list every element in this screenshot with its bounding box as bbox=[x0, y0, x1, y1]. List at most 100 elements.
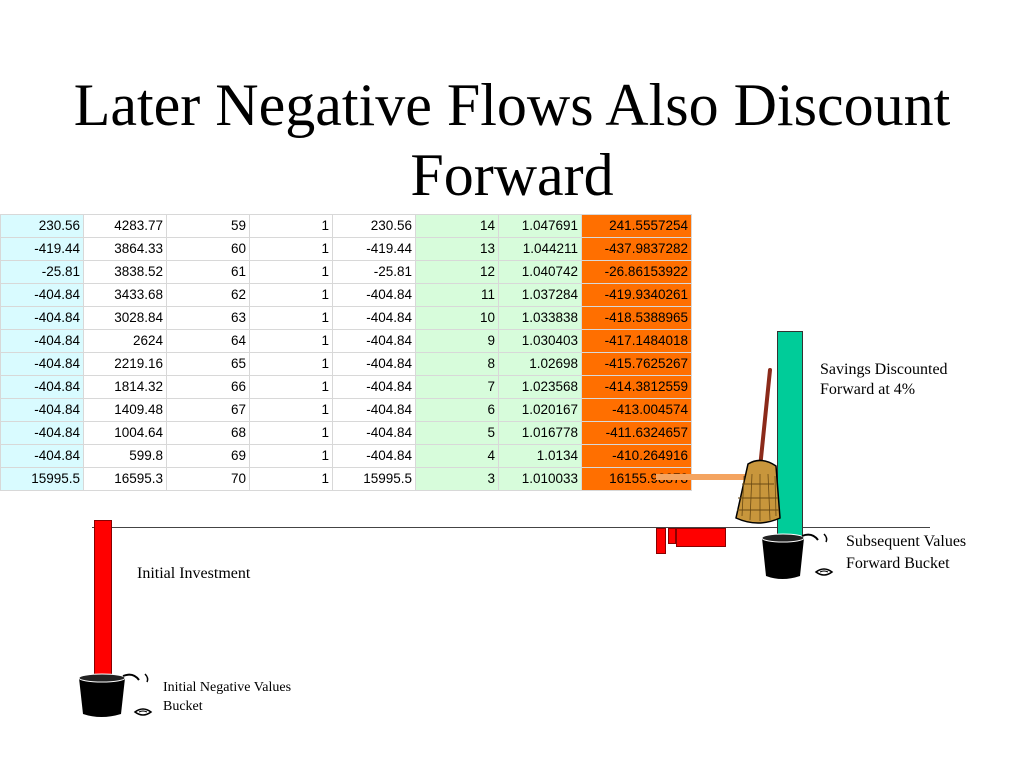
table-cell: 1 bbox=[249, 260, 333, 284]
table-cell: 1 bbox=[249, 283, 333, 307]
table-cell: -404.84 bbox=[332, 398, 416, 422]
slide-title: Later Negative Flows Also Discount Forwa… bbox=[0, 70, 1024, 210]
table-cell: -419.44 bbox=[0, 237, 84, 261]
table-cell: 1.047691 bbox=[498, 214, 582, 238]
table-cell: -404.84 bbox=[0, 306, 84, 330]
table-cell: -415.7625267 bbox=[581, 352, 692, 376]
table-cell: 64 bbox=[166, 329, 250, 353]
slide-title-text: Later Negative Flows Also Discount Forwa… bbox=[73, 72, 951, 208]
table-cell: 3864.33 bbox=[83, 237, 167, 261]
table-cell: -404.84 bbox=[332, 375, 416, 399]
table-cell: 6 bbox=[415, 398, 499, 422]
table-cell: -25.81 bbox=[332, 260, 416, 284]
table-cell: 1.030403 bbox=[498, 329, 582, 353]
table-row: -404.84 3028.84 63 1 -404.84 10 1.033838 -418.5… bbox=[0, 306, 692, 330]
table-cell: 1.0134 bbox=[498, 444, 582, 468]
table-cell: 1 bbox=[249, 214, 333, 238]
table-row: 230.56 4283.77 59 1 230.56 14 1.047691 241.5557… bbox=[0, 214, 692, 238]
table-cell: 8 bbox=[415, 352, 499, 376]
table-cell: -404.84 bbox=[0, 398, 84, 422]
table-cell: 3838.52 bbox=[83, 260, 167, 284]
table-cell: 1 bbox=[249, 375, 333, 399]
savings-label-line1: Savings Discounted bbox=[820, 361, 948, 378]
subsequent-label-line2: Forward Bucket bbox=[846, 555, 950, 572]
table-cell: -404.84 bbox=[332, 352, 416, 376]
table-cell: 2624 bbox=[83, 329, 167, 353]
table-cell: 1.020167 bbox=[498, 398, 582, 422]
table-cell: 1 bbox=[249, 444, 333, 468]
table-cell: 15995.5 bbox=[332, 467, 416, 491]
table-row: -404.84 1409.48 67 1 -404.84 6 1.020167 -413.00… bbox=[0, 398, 692, 422]
table-cell: -404.84 bbox=[0, 421, 84, 445]
table-cell: 68 bbox=[166, 421, 250, 445]
subsequent-label-line1: Subsequent Values bbox=[846, 533, 967, 550]
initial-investment-bar bbox=[94, 520, 112, 682]
savings-label: Savings Discounted Forward at 4% bbox=[820, 360, 948, 400]
table-cell: 70 bbox=[166, 467, 250, 491]
table-cell: -404.84 bbox=[0, 375, 84, 399]
initial-bucket-label-line1: Initial Negative Values bbox=[163, 680, 292, 695]
table-cell: 1 bbox=[249, 421, 333, 445]
table-cell: 16595.3 bbox=[83, 467, 167, 491]
table-cell: 1 bbox=[249, 306, 333, 330]
table-cell: 67 bbox=[166, 398, 250, 422]
table-row: 15995.5 16595.3 70 1 15995.5 3 1.010033 16155.9… bbox=[0, 467, 692, 491]
table-cell: -404.84 bbox=[332, 283, 416, 307]
table-cell: 3 bbox=[415, 467, 499, 491]
table-cell: -418.5388965 bbox=[581, 306, 692, 330]
table-cell: -25.81 bbox=[0, 260, 84, 284]
table-cell: 1814.32 bbox=[83, 375, 167, 399]
table-cell: 3028.84 bbox=[83, 306, 167, 330]
table-cell: 5 bbox=[415, 421, 499, 445]
table-cell: -26.86153922 bbox=[581, 260, 692, 284]
table-cell: 10 bbox=[415, 306, 499, 330]
later-negative-bar-small bbox=[656, 528, 666, 554]
table-cell: -411.6324657 bbox=[581, 421, 692, 445]
table-row: -404.84 2624 64 1 -404.84 9 1.030403 -417.14840… bbox=[0, 329, 692, 353]
table-row: -404.84 1004.64 68 1 -404.84 5 1.016778 -411.63… bbox=[0, 421, 692, 445]
table-cell: 60 bbox=[166, 237, 250, 261]
table-cell: 2219.16 bbox=[83, 352, 167, 376]
table-cell: 14 bbox=[415, 214, 499, 238]
table-cell: -404.84 bbox=[332, 421, 416, 445]
table-cell: 1 bbox=[249, 467, 333, 491]
table-cell: -404.84 bbox=[0, 444, 84, 468]
table-cell: 59 bbox=[166, 214, 250, 238]
table-cell: 1.010033 bbox=[498, 467, 582, 491]
table-cell: 1 bbox=[249, 329, 333, 353]
initial-bucket-label-line2: Bucket bbox=[163, 699, 203, 714]
table-cell: 1.044211 bbox=[498, 237, 582, 261]
table-cell: 66 bbox=[166, 375, 250, 399]
table-cell: 12 bbox=[415, 260, 499, 284]
table-cell: -404.84 bbox=[0, 352, 84, 376]
table-cell: 1.037284 bbox=[498, 283, 582, 307]
table-cell: -404.84 bbox=[332, 306, 416, 330]
table-cell: 65 bbox=[166, 352, 250, 376]
later-negative-bar-medium bbox=[668, 528, 676, 544]
savings-forward-bar bbox=[777, 331, 803, 537]
broom-icon bbox=[735, 368, 781, 524]
table-cell: 599.8 bbox=[83, 444, 167, 468]
table-cell: 13 bbox=[415, 237, 499, 261]
initial-bucket-label: Initial Negative Values Bucket bbox=[163, 678, 291, 716]
table-cell: 4 bbox=[415, 444, 499, 468]
table-row: -404.84 599.8 69 1 -404.84 4 1.0134 -410.264916 bbox=[0, 444, 692, 468]
table-row: -25.81 3838.52 61 1 -25.81 12 1.040742 -26.8615… bbox=[0, 260, 692, 284]
table-cell: 3433.68 bbox=[83, 283, 167, 307]
time-axis-line bbox=[92, 527, 930, 528]
initial-bucket-icon bbox=[78, 673, 153, 717]
forward-bucket-icon bbox=[761, 533, 834, 579]
table-cell: 61 bbox=[166, 260, 250, 284]
table-cell: 1.02698 bbox=[498, 352, 582, 376]
later-negative-bar-wide bbox=[676, 528, 726, 547]
table-row: -404.84 3433.68 62 1 -404.84 11 1.037284 -419.9… bbox=[0, 283, 692, 307]
table-cell: 1 bbox=[249, 237, 333, 261]
table-cell: -404.84 bbox=[0, 329, 84, 353]
table-cell: 4283.77 bbox=[83, 214, 167, 238]
table-cell: -417.1484018 bbox=[581, 329, 692, 353]
table-cell: 1409.48 bbox=[83, 398, 167, 422]
table-cell: 230.56 bbox=[0, 214, 84, 238]
savings-label-line2: Forward at 4% bbox=[820, 381, 916, 398]
table-row: -419.44 3864.33 60 1 -419.44 13 1.044211 -437.9… bbox=[0, 237, 692, 261]
table-cell: -404.84 bbox=[332, 444, 416, 468]
